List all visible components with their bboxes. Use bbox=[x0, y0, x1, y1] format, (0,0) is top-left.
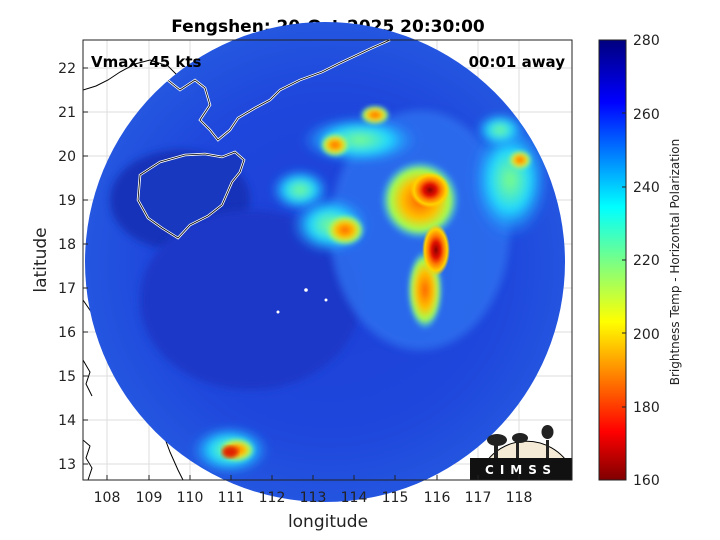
y-tick-marks bbox=[83, 67, 88, 465]
y-axis-label: latitude bbox=[31, 227, 51, 292]
x-axis-label: longitude bbox=[288, 512, 368, 532]
x-tick-label: 116 bbox=[424, 490, 451, 506]
x-axis-ticks: 108 109 110 111 112 113 114 115 116 117 … bbox=[94, 490, 533, 506]
colorbar-tick-label: 200 bbox=[633, 327, 660, 343]
axes-frame bbox=[82, 39, 573, 481]
time-away-label: 00:01 away bbox=[469, 53, 566, 71]
x-tick-label: 110 bbox=[177, 490, 204, 506]
y-tick-label: 22 bbox=[58, 61, 76, 77]
colorbar-label: Brightness Temp - Horizontal Polarizatio… bbox=[668, 139, 682, 386]
y-tick-label: 18 bbox=[58, 237, 76, 253]
x-tick-label: 113 bbox=[300, 490, 327, 506]
microwave-footprint bbox=[85, 22, 565, 502]
x-tick-label: 111 bbox=[218, 490, 245, 506]
cimss-logo-text: CIMSS bbox=[485, 463, 557, 477]
colorbar-tick-label: 180 bbox=[633, 400, 660, 416]
y-tick-label: 20 bbox=[58, 149, 76, 165]
x-tick-label: 108 bbox=[94, 490, 121, 506]
vmax-label: Vmax: 45 kts bbox=[91, 53, 201, 71]
colorbar bbox=[598, 39, 627, 481]
colorbar-tick-label: 160 bbox=[633, 473, 660, 489]
x-tick-label: 115 bbox=[382, 490, 409, 506]
x-tick-marks bbox=[106, 475, 520, 480]
x-tick-label: 114 bbox=[341, 490, 368, 506]
colorbar-tick-label: 260 bbox=[633, 107, 660, 123]
colorbar-ticks: 160 180 200 220 240 260 280 bbox=[633, 33, 660, 489]
y-tick-label: 16 bbox=[58, 325, 76, 341]
y-tick-label: 17 bbox=[58, 281, 76, 297]
y-tick-label: 19 bbox=[58, 193, 76, 209]
y-tick-label: 15 bbox=[58, 369, 76, 385]
colorbar-tick-label: 280 bbox=[633, 33, 660, 49]
colorbar-tick-label: 240 bbox=[633, 180, 660, 196]
colorbar-tick-label: 220 bbox=[633, 253, 660, 269]
y-tick-label: 21 bbox=[58, 105, 76, 121]
x-tick-label: 109 bbox=[136, 490, 163, 506]
y-axis-ticks: 13 14 15 16 17 18 19 20 21 22 bbox=[58, 61, 76, 473]
x-tick-label: 117 bbox=[465, 490, 492, 506]
x-tick-label: 112 bbox=[259, 490, 286, 506]
x-tick-label: 118 bbox=[506, 490, 533, 506]
y-tick-label: 14 bbox=[58, 413, 76, 429]
y-tick-label: 13 bbox=[58, 457, 76, 473]
colorbar-tick-marks bbox=[622, 112, 626, 408]
cimss-logo: CIMSS bbox=[470, 425, 573, 481]
